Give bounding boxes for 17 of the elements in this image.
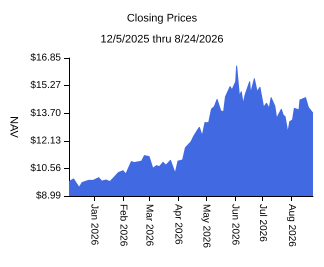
x-tick-label: Aug 2026 <box>286 204 298 248</box>
chart-title: Closing Prices <box>126 12 198 24</box>
x-tick-label: Jan 2026 <box>88 204 100 246</box>
y-axis-title: NAV <box>8 116 20 139</box>
y-tick-label: $12.13 <box>30 135 62 146</box>
y-tick-label: $13.70 <box>30 108 62 119</box>
x-tick-label: Jun 2026 <box>229 204 240 246</box>
x-tick-label: Feb 2026 <box>118 204 129 247</box>
y-tick-label: $15.27 <box>30 80 62 92</box>
y-tick-label: $8.99 <box>36 190 62 202</box>
x-tick-label: Mar 2026 <box>144 204 155 247</box>
x-tick-label: May 2026 <box>200 204 212 248</box>
x-tick-label: Jul 2026 <box>257 204 268 242</box>
y-tick-label: $10.56 <box>30 162 62 174</box>
x-tick-label: Apr 2026 <box>172 204 184 246</box>
y-tick-label: $16.85 <box>30 52 62 64</box>
chart-subtitle: 12/5/2025 thru 8/24/2026 <box>100 34 224 46</box>
